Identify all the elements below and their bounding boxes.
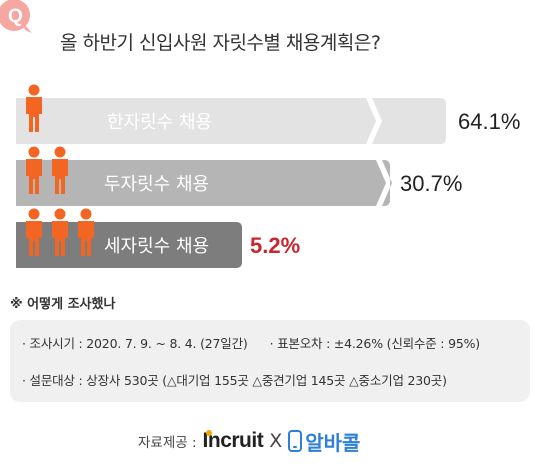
survey-margin-of-error: · 표본오차 : ±4.26% (신뢰수준 : 95%) (269, 336, 481, 351)
incruit-logo: Incruit (203, 429, 264, 453)
person-icon (26, 208, 42, 256)
bar-2 (16, 160, 386, 206)
phone-icon (288, 430, 303, 452)
q-badge-tail (22, 22, 32, 33)
logo-separator: X (269, 430, 283, 452)
incruit-logo-text: Incruit (202, 429, 264, 452)
q-badge-icon: Q (0, 0, 32, 33)
q-badge-letter: Q (8, 6, 23, 27)
person-icon (78, 208, 94, 256)
chart-title: 올 하반기 신입사원 자릿수별 채용계획은? (60, 32, 381, 54)
survey-subjects: · 설문대상 : 상장사 530곳 (△대기업 155곳 △중견기업 145곳 … (22, 373, 447, 388)
bar-label-3: 세자릿수 채용 (104, 236, 209, 257)
bar-row-1: 한자릿수 채용 64.1% (16, 84, 520, 144)
bar-label-1: 한자릿수 채용 (107, 112, 212, 133)
survey-period: · 조사시기 : 2020. 7. 9. ~ 8. 4. (27일간) (22, 336, 248, 351)
survey-heading: ※ 어떻게 조사했나 (10, 297, 116, 312)
person-icon (52, 146, 68, 194)
person-icon (26, 84, 42, 132)
bar-1 (16, 98, 376, 144)
bar-chart: 한자릿수 채용 64.1% 두자릿수 채용 30.7% 세자릿수 채용 5.2% (16, 84, 520, 268)
bar-2-tail (382, 160, 392, 206)
value-label-2: 30.7% (400, 171, 462, 196)
person-icon (52, 208, 68, 256)
bar-1-tail (372, 98, 446, 144)
bar-3 (16, 222, 242, 268)
incruit-dot-icon (205, 430, 212, 436)
bar-row-3: 세자릿수 채용 5.2% (16, 208, 300, 268)
value-label-1: 64.1% (458, 109, 520, 134)
albacall-logo-text: 알바콜 (305, 430, 361, 455)
survey-line-1: · 조사시기 : 2020. 7. 9. ~ 8. 4. (27일간) · 표본오… (22, 333, 480, 352)
bar-label-2: 두자릿수 채용 (104, 174, 209, 195)
person-icon (26, 146, 42, 194)
source-label: 자료제공 : (138, 435, 197, 451)
value-label-3: 5.2% (250, 233, 300, 258)
source-footer: 자료제공 : Incruit X 알바콜 (138, 427, 360, 455)
albacall-logo: 알바콜 (288, 427, 360, 456)
bar-row-2: 두자릿수 채용 30.7% (16, 146, 462, 206)
survey-info-box: · 조사시기 : 2020. 7. 9. ~ 8. 4. (27일간) · 표본오… (10, 320, 530, 402)
